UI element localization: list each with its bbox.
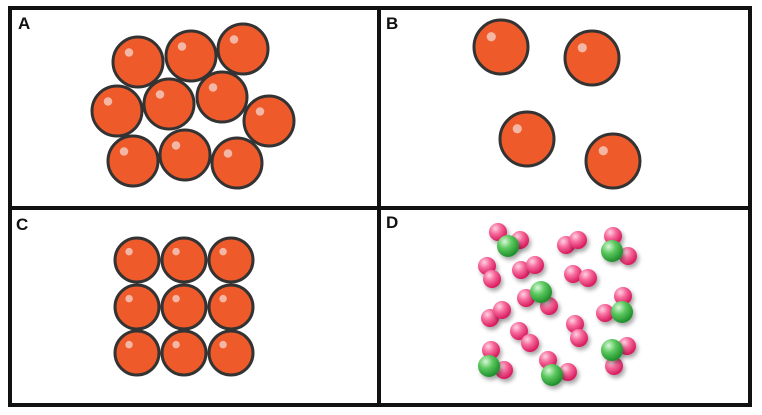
pink-atom-27 <box>482 341 500 359</box>
pink-atom-19 <box>493 301 511 319</box>
particle-a-5 <box>142 77 196 131</box>
pink-atom-7 <box>619 247 637 265</box>
particle-c-2 <box>160 236 208 284</box>
particle-c-5 <box>160 283 208 331</box>
pink-atom-11 <box>512 261 530 279</box>
particle-a-4 <box>90 84 144 138</box>
panel-b-label: B <box>386 14 398 33</box>
pink-atom-12 <box>526 256 544 274</box>
pink-atom-34 <box>605 357 623 375</box>
particle-c-6 <box>207 283 255 331</box>
pink-atom-13 <box>564 265 582 283</box>
green-atom-29 <box>478 355 500 377</box>
panel-d-molecules <box>478 223 637 386</box>
particle-b-4 <box>584 132 642 190</box>
particle-a-6 <box>195 70 249 124</box>
panel-b-gas-particles <box>472 18 642 190</box>
panel-a-liquid-particles <box>90 22 296 190</box>
particle-a-2 <box>164 29 218 83</box>
green-atom-24 <box>611 301 633 323</box>
pink-atom-23 <box>614 287 632 305</box>
particle-c-7 <box>113 329 161 377</box>
pink-atom-14 <box>579 269 597 287</box>
pink-atom-20 <box>566 315 584 333</box>
pink-atom-22 <box>596 304 614 322</box>
particle-b-2 <box>563 29 621 87</box>
green-atom-3 <box>497 235 519 257</box>
green-atom-32 <box>541 364 563 386</box>
particle-a-1 <box>111 35 165 89</box>
pink-atom-10 <box>483 270 501 288</box>
particle-c-8 <box>160 329 208 377</box>
pink-atom-5 <box>569 231 587 249</box>
particle-c-3 <box>207 236 255 284</box>
particle-a-9 <box>158 128 212 182</box>
green-atom-17 <box>530 281 552 303</box>
green-atom-35 <box>601 339 623 361</box>
particle-a-7 <box>242 94 296 148</box>
pink-atom-25 <box>510 322 528 340</box>
particle-c-4 <box>113 283 161 331</box>
panel-c-label: C <box>16 215 28 234</box>
pink-atom-31 <box>559 363 577 381</box>
panel-a-label: A <box>18 14 30 33</box>
pink-atom-21 <box>570 329 588 347</box>
particle-a-8 <box>106 134 160 188</box>
particle-c-9 <box>207 329 255 377</box>
pink-atom-6 <box>604 227 622 245</box>
particle-a-10 <box>210 136 264 190</box>
particle-c-1 <box>113 236 161 284</box>
panel-d-label: D <box>386 213 398 232</box>
particle-b-1 <box>472 18 530 76</box>
particle-b-3 <box>498 110 556 168</box>
green-atom-8 <box>601 240 623 262</box>
particle-a-3 <box>216 22 270 76</box>
pink-atom-26 <box>521 334 539 352</box>
panel-c-solid-particles <box>113 236 255 377</box>
